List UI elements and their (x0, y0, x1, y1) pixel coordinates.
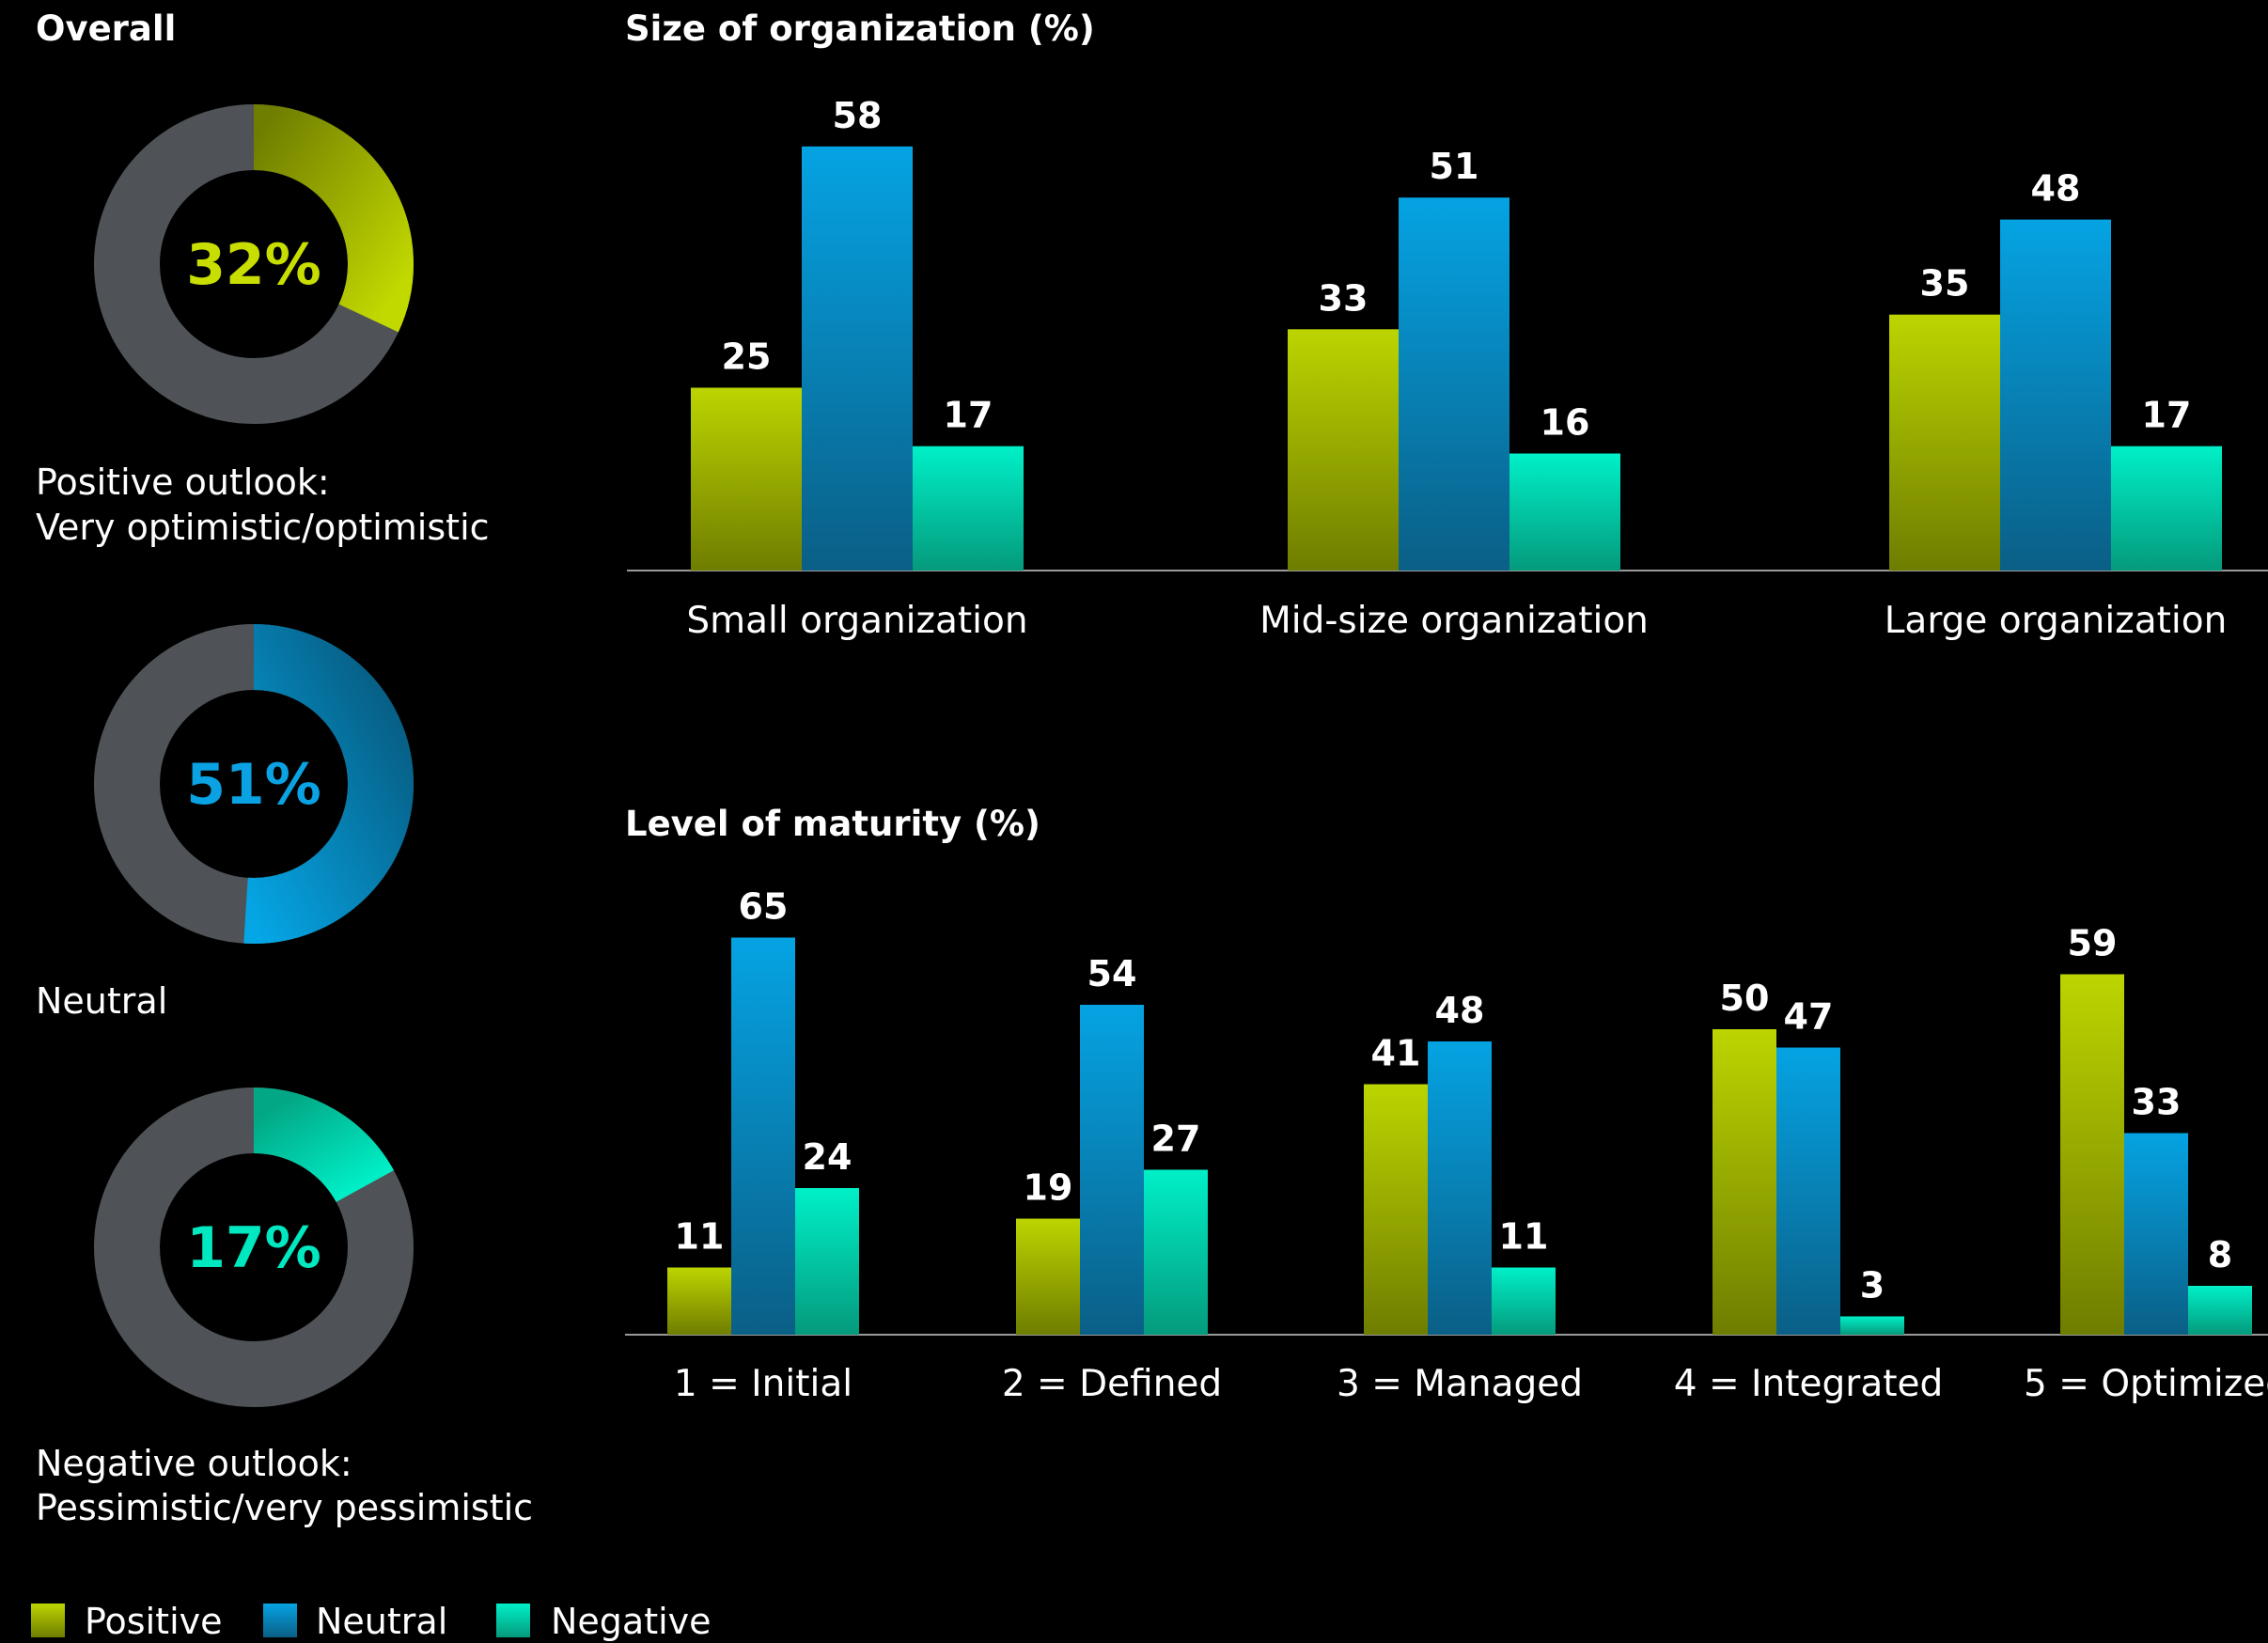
maturity-bar-negative-2 (1144, 1169, 1208, 1335)
caption-neutral: Neutral (36, 980, 167, 1022)
maturity-bar-negative-3 (1492, 1267, 1556, 1335)
maturity-value-label-neutral-5: 33 (2132, 1082, 2182, 1123)
maturity-value-label-neutral-2: 54 (1087, 953, 1137, 994)
size-value-label-negative-3: 17 (2142, 395, 2192, 436)
maturity-bar-neutral-2 (1080, 1005, 1144, 1335)
maturity-chart-plot: 11 65 24 1 = Initial 19 54 27 2 = Defined 41 48 11… (667, 886, 2268, 1405)
maturity-value-label-negative-3: 11 (1499, 1216, 1549, 1258)
maturity-bar-negative-5 (2188, 1286, 2252, 1335)
donut-percent-positive: 32% (186, 232, 321, 298)
maturity-value-label-positive-3: 41 (1371, 1033, 1421, 1074)
maturity-value-label-positive-4: 50 (1720, 978, 1770, 1019)
maturity-category-label-3: 3 = Managed (1337, 1363, 1583, 1405)
size-category-label-2: Mid-size organization (1259, 600, 1649, 642)
legend-label-positive: Positive (85, 1601, 223, 1642)
maturity-value-label-positive-5: 59 (2068, 923, 2118, 964)
maturity-bar-neutral-3 (1428, 1041, 1492, 1335)
size-value-label-neutral-2: 51 (1430, 146, 1479, 187)
caption-positive-line1: Positive outlook: (36, 462, 330, 503)
size-value-label-negative-2: 16 (1541, 402, 1590, 444)
maturity-bar-neutral-1 (731, 937, 795, 1335)
overall-heading: Overall (36, 8, 176, 49)
size-value-label-negative-1: 17 (944, 395, 993, 436)
legend-swatch-neutral (263, 1604, 297, 1637)
size-value-label-neutral-3: 48 (2031, 168, 2081, 210)
caption-positive-line2: Very optimistic/optimistic (36, 507, 490, 548)
size-bar-negative-1 (913, 446, 1024, 571)
maturity-category-label-5: 5 = Optimized (2024, 1363, 2268, 1405)
size-bar-negative-3 (2111, 446, 2222, 571)
maturity-bar-neutral-4 (1776, 1047, 1840, 1335)
maturity-category-label-4: 4 = Integrated (1674, 1363, 1944, 1405)
maturity-value-label-neutral-3: 48 (1435, 990, 1485, 1031)
maturity-chart-title: Level of maturity (%) (625, 804, 1040, 844)
size-bar-neutral-1 (802, 146, 913, 571)
legend-swatch-negative (496, 1604, 530, 1637)
maturity-bar-positive-1 (667, 1267, 731, 1335)
donut-percent-negative: 17% (186, 1215, 321, 1281)
legend-swatch-positive (31, 1604, 65, 1637)
size-bar-neutral-3 (2000, 219, 2111, 571)
caption-negative-line2: Pessimistic/very pessimistic (36, 1487, 533, 1528)
maturity-category-label-1: 1 = Initial (674, 1363, 852, 1405)
donut-neutral: 51% (94, 624, 414, 944)
maturity-category-label-2: 2 = Defined (1002, 1363, 1222, 1405)
donut-percent-neutral: 51% (186, 752, 321, 818)
donut-positive: 32% (94, 104, 414, 424)
maturity-bar-negative-1 (795, 1188, 859, 1335)
size-bar-positive-1 (691, 387, 802, 571)
maturity-value-label-positive-2: 19 (1024, 1167, 1073, 1209)
size-chart-plot: 25 58 17 Small organization 33 51 16 Mid-size o… (686, 95, 2227, 642)
size-category-label-3: Large organization (1885, 600, 2228, 642)
maturity-value-label-negative-4: 3 (1860, 1265, 1885, 1307)
maturity-bar-positive-2 (1016, 1218, 1080, 1335)
size-bar-neutral-2 (1399, 197, 1509, 571)
maturity-value-label-negative-1: 24 (803, 1136, 852, 1178)
donut-arc-positive (253, 104, 414, 333)
size-bar-negative-2 (1509, 453, 1620, 571)
maturity-value-label-neutral-1: 65 (739, 886, 789, 928)
maturity-bar-positive-4 (1713, 1029, 1776, 1335)
caption-negative-line1: Negative outlook: (36, 1443, 352, 1484)
maturity-bar-negative-4 (1840, 1316, 1904, 1335)
maturity-value-label-negative-5: 8 (2208, 1234, 2232, 1275)
size-value-label-positive-2: 33 (1319, 277, 1369, 319)
maturity-value-label-positive-1: 11 (675, 1216, 725, 1258)
donut-arc-neutral (243, 624, 414, 944)
legend: Positive Neutral Negative (31, 1601, 712, 1642)
maturity-bar-positive-3 (1364, 1084, 1428, 1335)
maturity-value-label-neutral-4: 47 (1784, 996, 1834, 1038)
size-category-label-1: Small organization (686, 600, 1027, 642)
size-chart-title: Size of organization (%) (625, 8, 1095, 49)
donut-negative: 17% (94, 1088, 414, 1407)
maturity-bar-positive-5 (2060, 974, 2124, 1335)
size-value-label-positive-1: 25 (722, 336, 772, 378)
legend-label-negative: Negative (551, 1601, 712, 1642)
donut-arc-negative (252, 1088, 394, 1203)
size-bar-positive-3 (1889, 314, 2000, 571)
size-value-label-neutral-1: 58 (833, 95, 883, 136)
maturity-bar-neutral-5 (2124, 1133, 2188, 1335)
maturity-value-label-negative-2: 27 (1151, 1119, 1201, 1160)
size-value-label-positive-3: 35 (1920, 263, 1970, 305)
size-bar-positive-2 (1288, 329, 1399, 571)
legend-label-neutral: Neutral (316, 1601, 447, 1642)
